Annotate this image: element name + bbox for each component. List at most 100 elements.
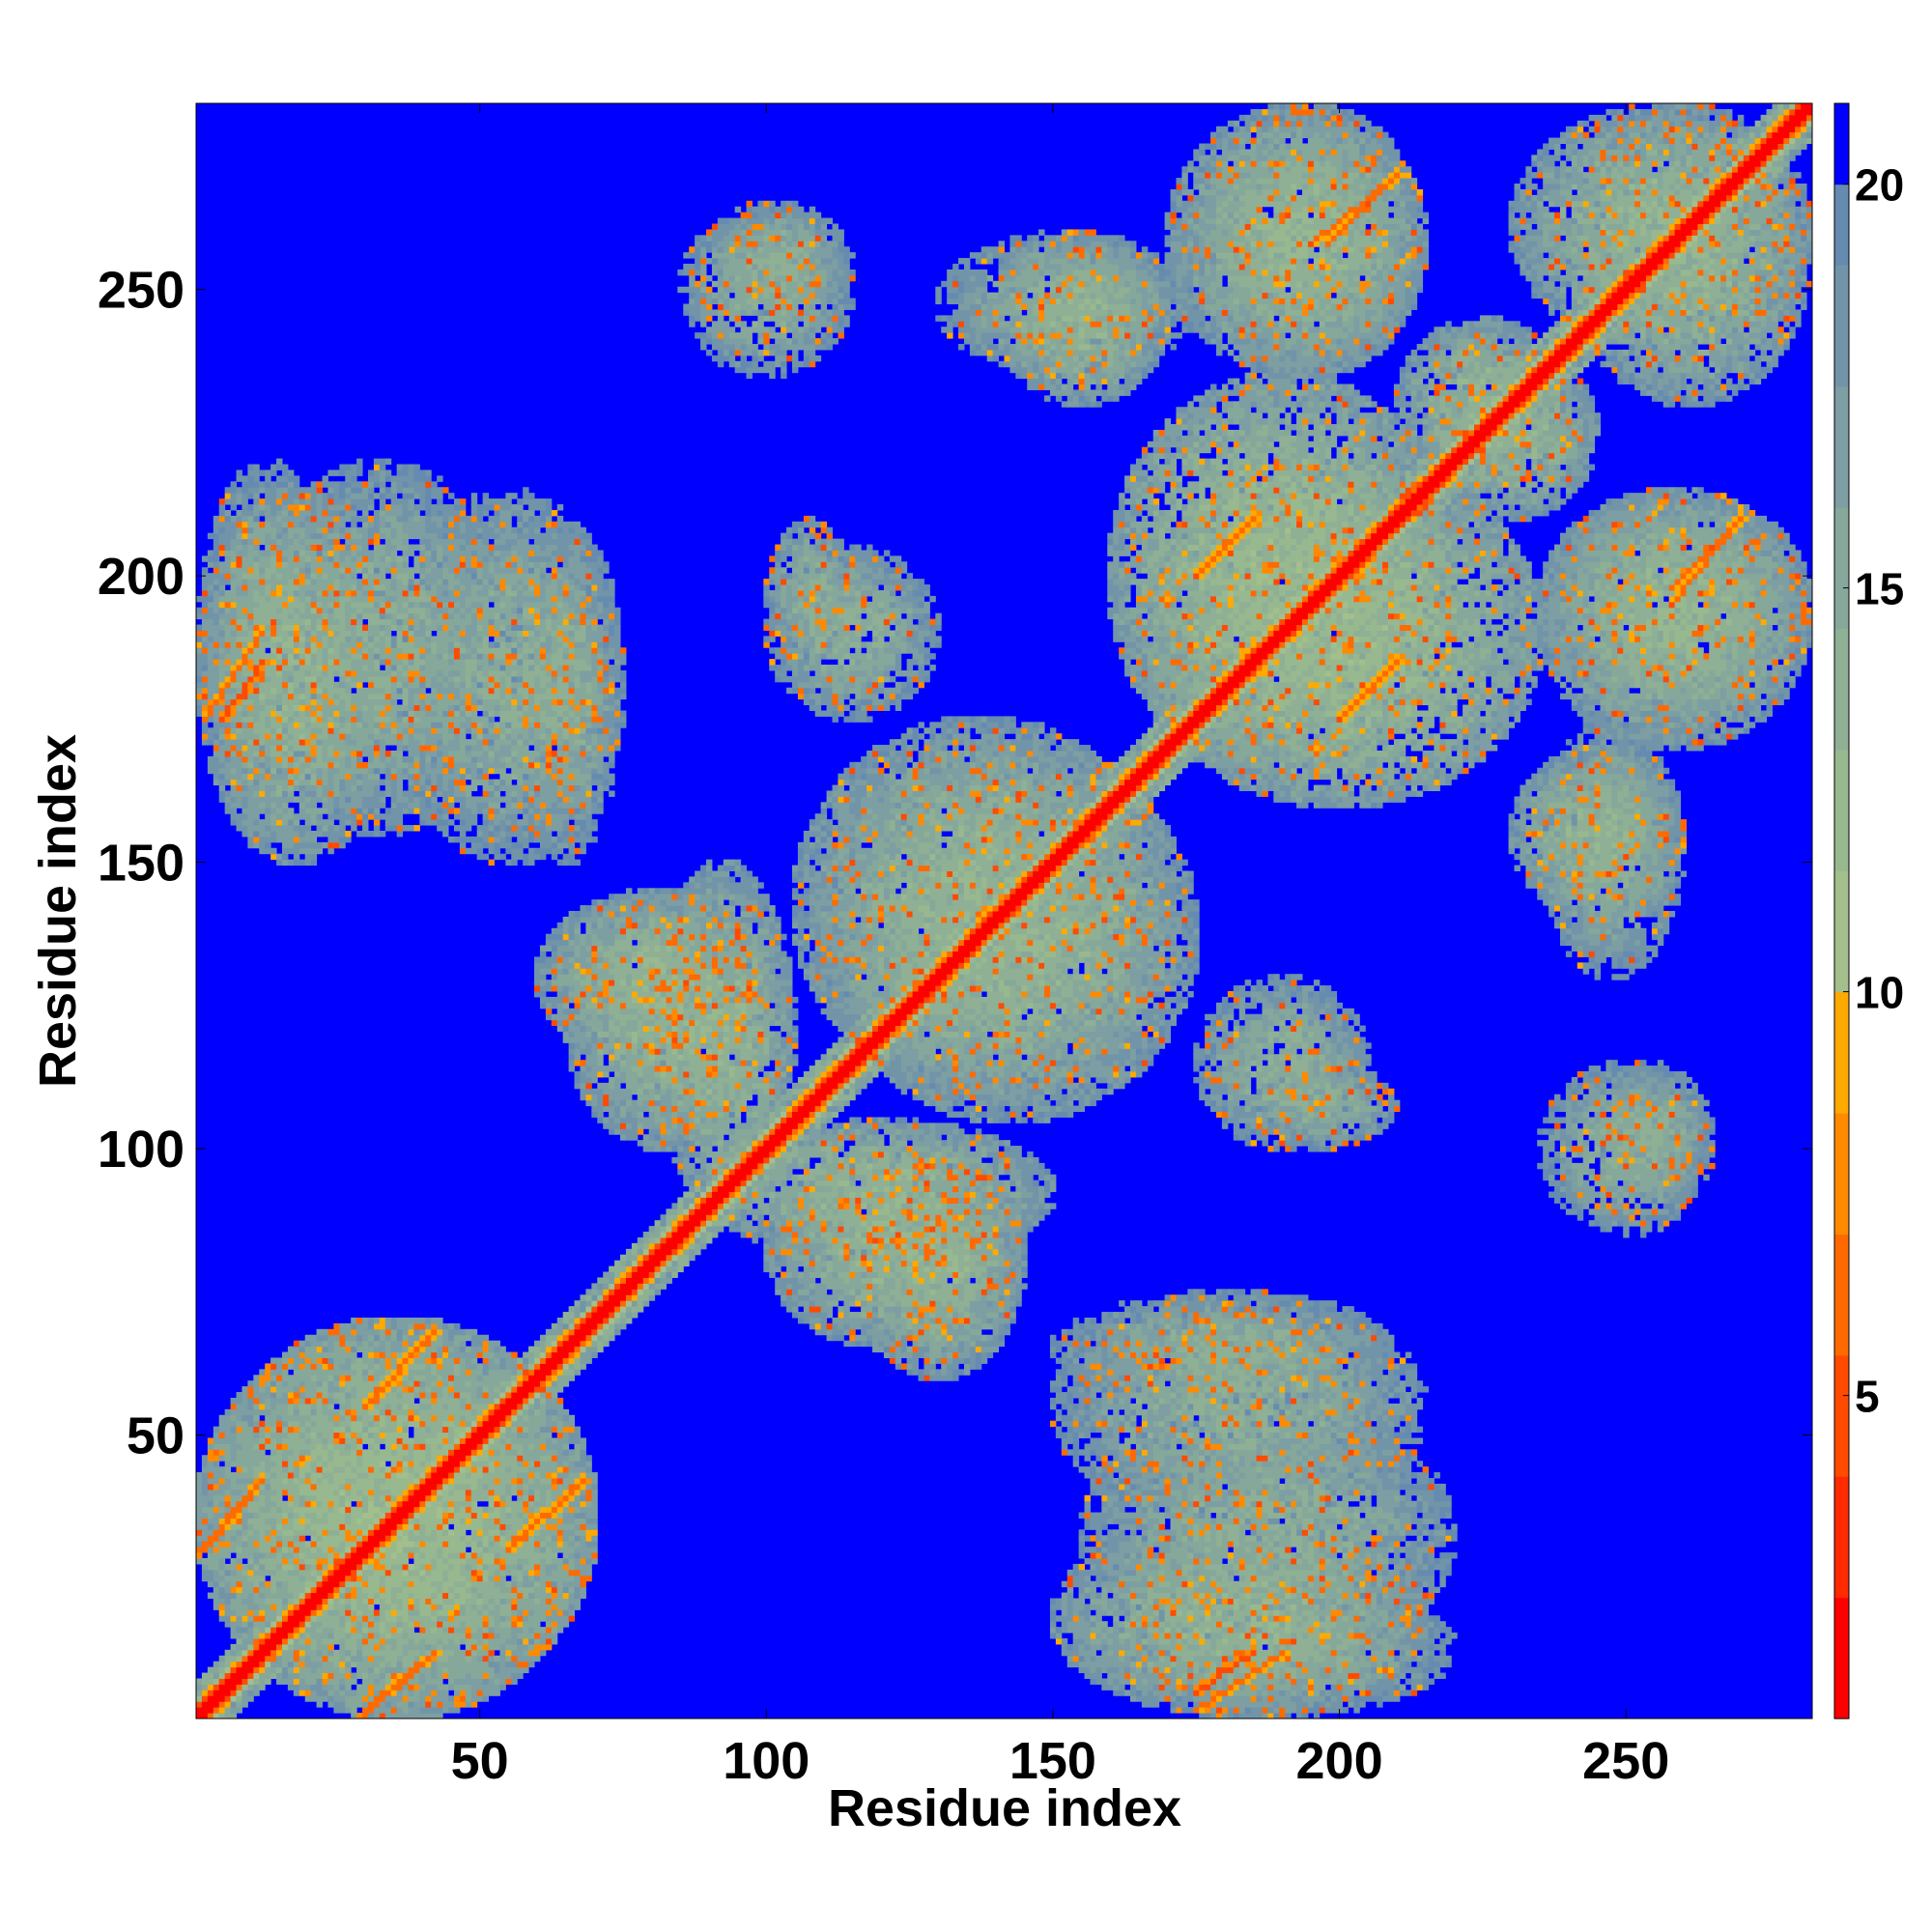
- heatmap-cell: [396, 589, 404, 597]
- heatmap-cell: [253, 595, 260, 603]
- heatmap-cell: [276, 808, 283, 814]
- heatmap-cell: [425, 1649, 432, 1657]
- heatmap-cell: [304, 830, 312, 838]
- heatmap-cell: [408, 727, 414, 734]
- heatmap-cell: [287, 538, 295, 546]
- heatmap-cell: [316, 1633, 324, 1639]
- heatmap-cell: [287, 612, 295, 620]
- heatmap-cell: [367, 624, 375, 631]
- heatmap-cell: [224, 550, 232, 556]
- heatmap-cell: [287, 1375, 295, 1381]
- heatmap-cell: [384, 681, 392, 689]
- heatmap-cell: [402, 475, 409, 482]
- heatmap-cell: [236, 567, 242, 574]
- heatmap-cell: [287, 1403, 295, 1410]
- heatmap-cell: [304, 1375, 312, 1381]
- heatmap-cell: [390, 498, 398, 505]
- heatmap-cell: [402, 515, 409, 523]
- heatmap-cell: [276, 830, 283, 838]
- heatmap-cell: [281, 595, 289, 603]
- heatmap-cell: [345, 1518, 352, 1524]
- heatmap-cell: [431, 1375, 438, 1381]
- heatmap-cell: [310, 790, 318, 797]
- heatmap-cell: [373, 1621, 381, 1628]
- heatmap-cell: [242, 1506, 248, 1514]
- heatmap-cell: [367, 761, 375, 769]
- heatmap-cell: [293, 675, 300, 683]
- heatmap-cell: [362, 1627, 369, 1634]
- heatmap-cell: [230, 1443, 238, 1450]
- heatmap-cell: [242, 722, 248, 728]
- heatmap-cell: [247, 567, 254, 574]
- heatmap-cell: [270, 665, 277, 671]
- heatmap-cell: [351, 1569, 357, 1577]
- heatmap-cell: [396, 1449, 404, 1456]
- heatmap-cell: [356, 1557, 363, 1565]
- heatmap-cell: [419, 481, 426, 488]
- heatmap-cell: [396, 1649, 404, 1657]
- heatmap-cell: [201, 555, 209, 562]
- heatmap-cell: [293, 739, 300, 746]
- heatmap-cell: [236, 761, 242, 769]
- heatmap-cell: [327, 1604, 334, 1610]
- heatmap-cell: [265, 1369, 271, 1376]
- heatmap-cell: [196, 710, 203, 717]
- heatmap-cell: [304, 1547, 312, 1553]
- heatmap-cell: [402, 567, 409, 574]
- heatmap-cell: [310, 665, 318, 671]
- heatmap-cell: [384, 1678, 392, 1685]
- heatmap-cell: [390, 1506, 398, 1514]
- heatmap-cell: [253, 790, 260, 797]
- heatmap-cell: [425, 641, 432, 648]
- heatmap-cell: [327, 607, 334, 614]
- heatmap-cell: [345, 630, 352, 637]
- heatmap-cell: [230, 669, 238, 677]
- heatmap-cell: [351, 630, 357, 637]
- heatmap-cell: [373, 665, 381, 671]
- heatmap-cell: [367, 1432, 375, 1438]
- heatmap-cell: [304, 1684, 312, 1690]
- heatmap-cell: [259, 796, 266, 803]
- heatmap-cell: [213, 722, 220, 728]
- heatmap-cell: [207, 1512, 214, 1519]
- heatmap-cell: [259, 1380, 266, 1387]
- heatmap-cell: [287, 698, 295, 706]
- heatmap-cell: [247, 830, 254, 838]
- heatmap-cell: [362, 1598, 369, 1605]
- heatmap-cell: [345, 1420, 352, 1428]
- heatmap-cell: [253, 1432, 260, 1438]
- heatmap-cell: [265, 773, 271, 781]
- heatmap-cell: [304, 618, 312, 626]
- heatmap-cell: [276, 475, 283, 482]
- heatmap-cell: [419, 589, 426, 597]
- heatmap-cell: [425, 579, 432, 585]
- heatmap-cell: [304, 1643, 312, 1651]
- heatmap-cell: [419, 1477, 426, 1485]
- heatmap-cell: [293, 784, 300, 791]
- heatmap-cell: [276, 675, 283, 683]
- heatmap-cell: [402, 601, 409, 609]
- heatmap-cell: [236, 538, 242, 546]
- heatmap-cell: [265, 1375, 271, 1381]
- heatmap-cell: [362, 1713, 369, 1719]
- heatmap-cell: [413, 1426, 420, 1434]
- heatmap-cell: [396, 1375, 404, 1381]
- heatmap-cell: [351, 1334, 357, 1342]
- heatmap-cell: [356, 561, 363, 568]
- heatmap-cell: [287, 665, 295, 671]
- heatmap-cell: [327, 808, 334, 814]
- heatmap-cell: [230, 761, 238, 769]
- heatmap-cell: [333, 1432, 340, 1438]
- heatmap-cell: [339, 836, 346, 843]
- heatmap-cell: [281, 1580, 289, 1588]
- heatmap-cell: [333, 836, 340, 843]
- heatmap-cell: [339, 659, 346, 666]
- heatmap-cell: [259, 1655, 266, 1662]
- heatmap-cell: [276, 790, 283, 797]
- heatmap-cell: [384, 1380, 392, 1387]
- heatmap-cell: [265, 704, 271, 711]
- heatmap-cell: [298, 836, 306, 843]
- heatmap-cell: [196, 1489, 203, 1496]
- heatmap-cell: [345, 675, 352, 683]
- heatmap-cell: [201, 1557, 209, 1565]
